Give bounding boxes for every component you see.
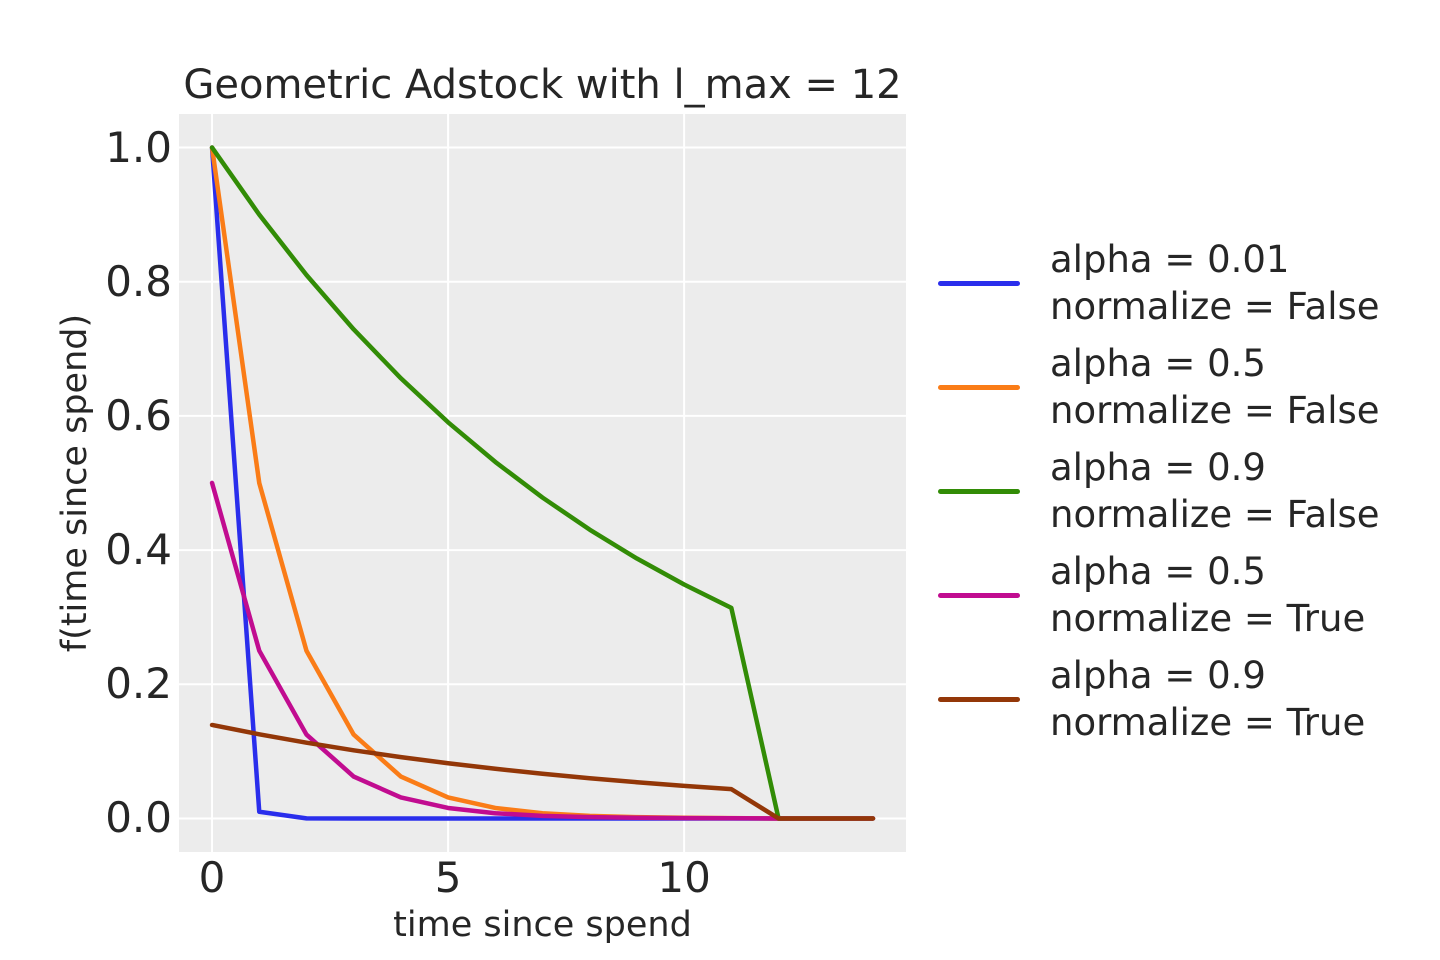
legend-entry: alpha = 0.5 normalize = False xyxy=(938,340,1380,434)
legend-label-line: normalize = True xyxy=(1050,597,1366,640)
x-tick-label: 0 xyxy=(198,853,226,902)
legend-label-line: alpha = 0.5 xyxy=(1050,342,1266,385)
legend-label-line: normalize = True xyxy=(1050,701,1366,744)
series-line-4 xyxy=(209,480,876,821)
legend-line-swatch xyxy=(938,280,1020,286)
legend-label-line: normalize = False xyxy=(1050,493,1380,536)
y-tick-label: 0.8 xyxy=(105,256,172,306)
y-tick-label: 0.6 xyxy=(105,390,172,440)
chart-title: Geometric Adstock with l_max = 12 xyxy=(183,62,902,108)
legend-label-line: alpha = 0.5 xyxy=(1050,550,1266,593)
legend-line-swatch xyxy=(938,696,1020,702)
x-axis-label: time since spend xyxy=(393,905,692,945)
y-tick-label: 0.0 xyxy=(105,793,172,843)
legend-line-swatch xyxy=(938,384,1020,390)
x-tick-label: 10 xyxy=(657,853,711,902)
legend-entry: alpha = 0.01 normalize = False xyxy=(938,236,1380,330)
y-tick-label: 0.2 xyxy=(105,659,172,709)
legend: alpha = 0.01 normalize = False alpha = 0.5… xyxy=(938,236,1380,746)
legend-entry: alpha = 0.9 normalize = False xyxy=(938,444,1380,538)
legend-label-line: alpha = 0.9 xyxy=(1050,446,1266,489)
series-line-5 xyxy=(209,722,876,821)
legend-label-line: alpha = 0.9 xyxy=(1050,654,1266,697)
legend-line-swatch xyxy=(938,592,1020,598)
x-tick-label: 5 xyxy=(434,853,462,902)
legend-label-line: normalize = False xyxy=(1050,285,1380,328)
legend-entry: alpha = 0.5 normalize = True xyxy=(938,548,1380,642)
legend-line-swatch xyxy=(938,488,1020,494)
legend-label: alpha = 0.9 normalize = False xyxy=(1050,444,1380,538)
legend-label: alpha = 0.5 normalize = True xyxy=(1050,548,1365,642)
legend-label: alpha = 0.01 normalize = False xyxy=(1050,236,1380,330)
plot-background xyxy=(179,114,906,852)
y-tick-label: 1.0 xyxy=(105,122,172,172)
legend-label: alpha = 0.5 normalize = False xyxy=(1050,340,1380,434)
legend-label-line: normalize = False xyxy=(1050,389,1380,432)
series-line-3 xyxy=(209,145,876,821)
y-tick-label: 0.4 xyxy=(105,525,172,575)
legend-label: alpha = 0.9 normalize = True xyxy=(1050,652,1365,746)
legend-entry: alpha = 0.9 normalize = True xyxy=(938,652,1380,746)
legend-label-line: alpha = 0.01 xyxy=(1050,238,1290,281)
